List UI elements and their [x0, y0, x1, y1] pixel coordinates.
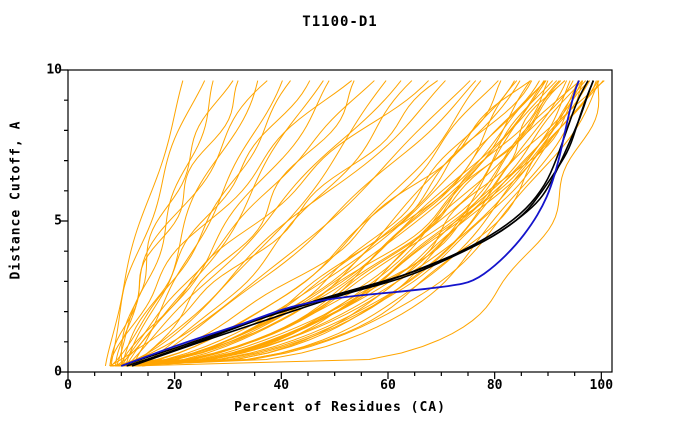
y-tick-0: 0 [54, 364, 62, 380]
x-tick-100: 100 [589, 378, 614, 393]
x-tick-40: 40 [273, 378, 290, 393]
y-tick-5: 5 [54, 213, 62, 229]
x-tick-60: 60 [380, 378, 396, 393]
x-tick-80: 80 [486, 378, 503, 393]
x-axis-label: Percent of Residues (CA) [234, 400, 446, 415]
y-axis-label: Distance Cutoff, A [8, 120, 24, 280]
x-tick-0: 0 [64, 378, 72, 393]
x-tick-20: 20 [166, 378, 183, 393]
y-tick-10: 10 [46, 62, 62, 78]
chart-title: T1100-D1 [302, 14, 378, 30]
